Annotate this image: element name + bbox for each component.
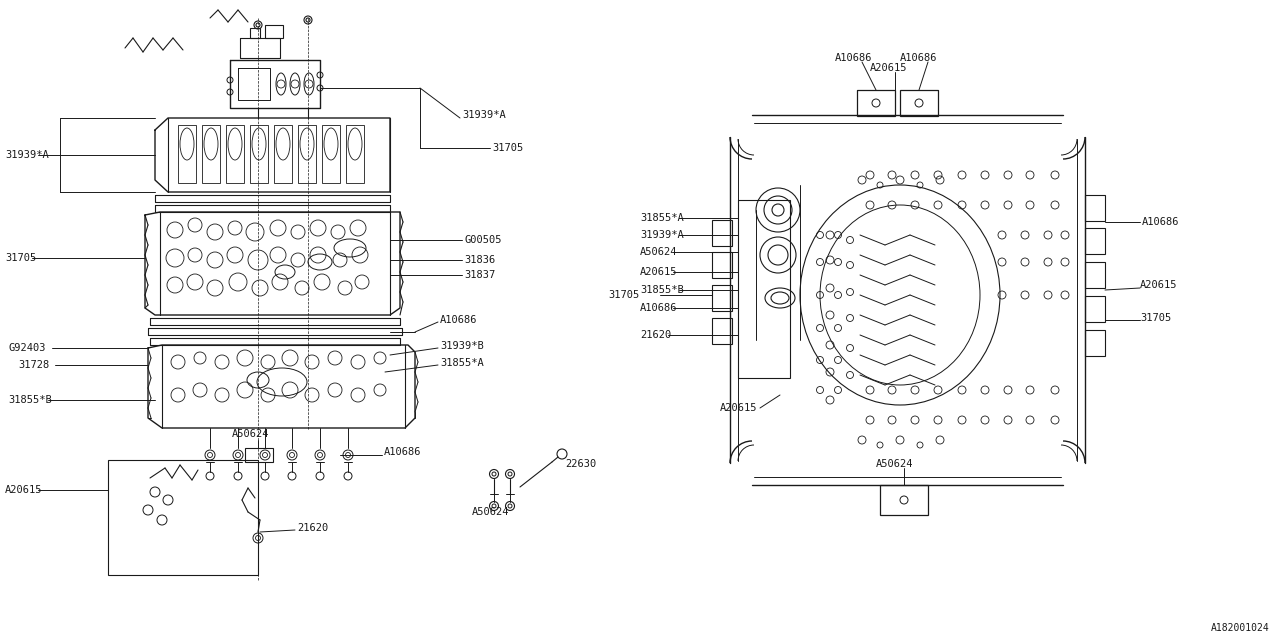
Text: G92403: G92403 xyxy=(8,343,46,353)
Bar xyxy=(1085,228,1105,254)
Text: 31939*A: 31939*A xyxy=(5,150,49,160)
Text: A50624: A50624 xyxy=(232,429,270,439)
Text: A10686: A10686 xyxy=(640,303,677,313)
Bar xyxy=(346,125,364,183)
Bar xyxy=(298,125,316,183)
Bar xyxy=(1085,330,1105,356)
Text: 31855*B: 31855*B xyxy=(640,285,684,295)
Text: 31855*B: 31855*B xyxy=(8,395,51,405)
Bar xyxy=(244,448,273,462)
Circle shape xyxy=(305,80,314,88)
Text: 31837: 31837 xyxy=(465,270,495,280)
Text: 31705: 31705 xyxy=(608,290,639,300)
Text: 21620: 21620 xyxy=(297,523,328,533)
Text: A10686: A10686 xyxy=(1142,217,1179,227)
Text: G00505: G00505 xyxy=(465,235,502,245)
Bar xyxy=(900,90,938,116)
Text: A10686: A10686 xyxy=(835,53,873,63)
Text: 22630: 22630 xyxy=(564,459,596,469)
Text: A50624: A50624 xyxy=(472,507,509,517)
Text: 21620: 21620 xyxy=(640,330,671,340)
Bar xyxy=(712,318,732,344)
Bar xyxy=(250,28,260,38)
Text: A20615: A20615 xyxy=(5,485,42,495)
Text: A20615: A20615 xyxy=(640,267,677,277)
Bar xyxy=(274,125,292,183)
Circle shape xyxy=(276,80,285,88)
Bar xyxy=(712,285,732,311)
Text: A50624: A50624 xyxy=(640,247,677,257)
Bar xyxy=(323,125,340,183)
Text: 31705: 31705 xyxy=(1140,313,1171,323)
Text: 31939*B: 31939*B xyxy=(440,341,484,351)
Bar xyxy=(250,125,268,183)
Text: 31836: 31836 xyxy=(465,255,495,265)
Text: A20615: A20615 xyxy=(721,403,758,413)
Bar xyxy=(108,460,259,575)
Text: A20615: A20615 xyxy=(870,63,908,73)
Bar xyxy=(1085,296,1105,322)
Text: 31728: 31728 xyxy=(18,360,49,370)
Text: 31939*A: 31939*A xyxy=(640,230,684,240)
Bar xyxy=(178,125,196,183)
Bar xyxy=(265,25,283,38)
Text: 31705: 31705 xyxy=(5,253,36,263)
Bar xyxy=(1085,262,1105,288)
Text: A10686: A10686 xyxy=(900,53,937,63)
Bar xyxy=(739,200,790,378)
Bar xyxy=(881,485,928,515)
Bar xyxy=(858,90,895,116)
Text: A10686: A10686 xyxy=(384,447,421,457)
Text: 31939*A: 31939*A xyxy=(462,110,506,120)
Bar xyxy=(202,125,220,183)
Circle shape xyxy=(291,80,300,88)
Text: A50624: A50624 xyxy=(876,459,914,469)
Bar xyxy=(227,125,244,183)
Bar xyxy=(712,220,732,246)
Text: A20615: A20615 xyxy=(1140,280,1178,290)
Text: 31705: 31705 xyxy=(492,143,524,153)
Bar xyxy=(1085,195,1105,221)
Bar xyxy=(712,252,732,278)
Text: A182001024: A182001024 xyxy=(1211,623,1270,633)
Text: 31855*A: 31855*A xyxy=(440,358,484,368)
Text: 31855*A: 31855*A xyxy=(640,213,684,223)
Text: A10686: A10686 xyxy=(440,315,477,325)
